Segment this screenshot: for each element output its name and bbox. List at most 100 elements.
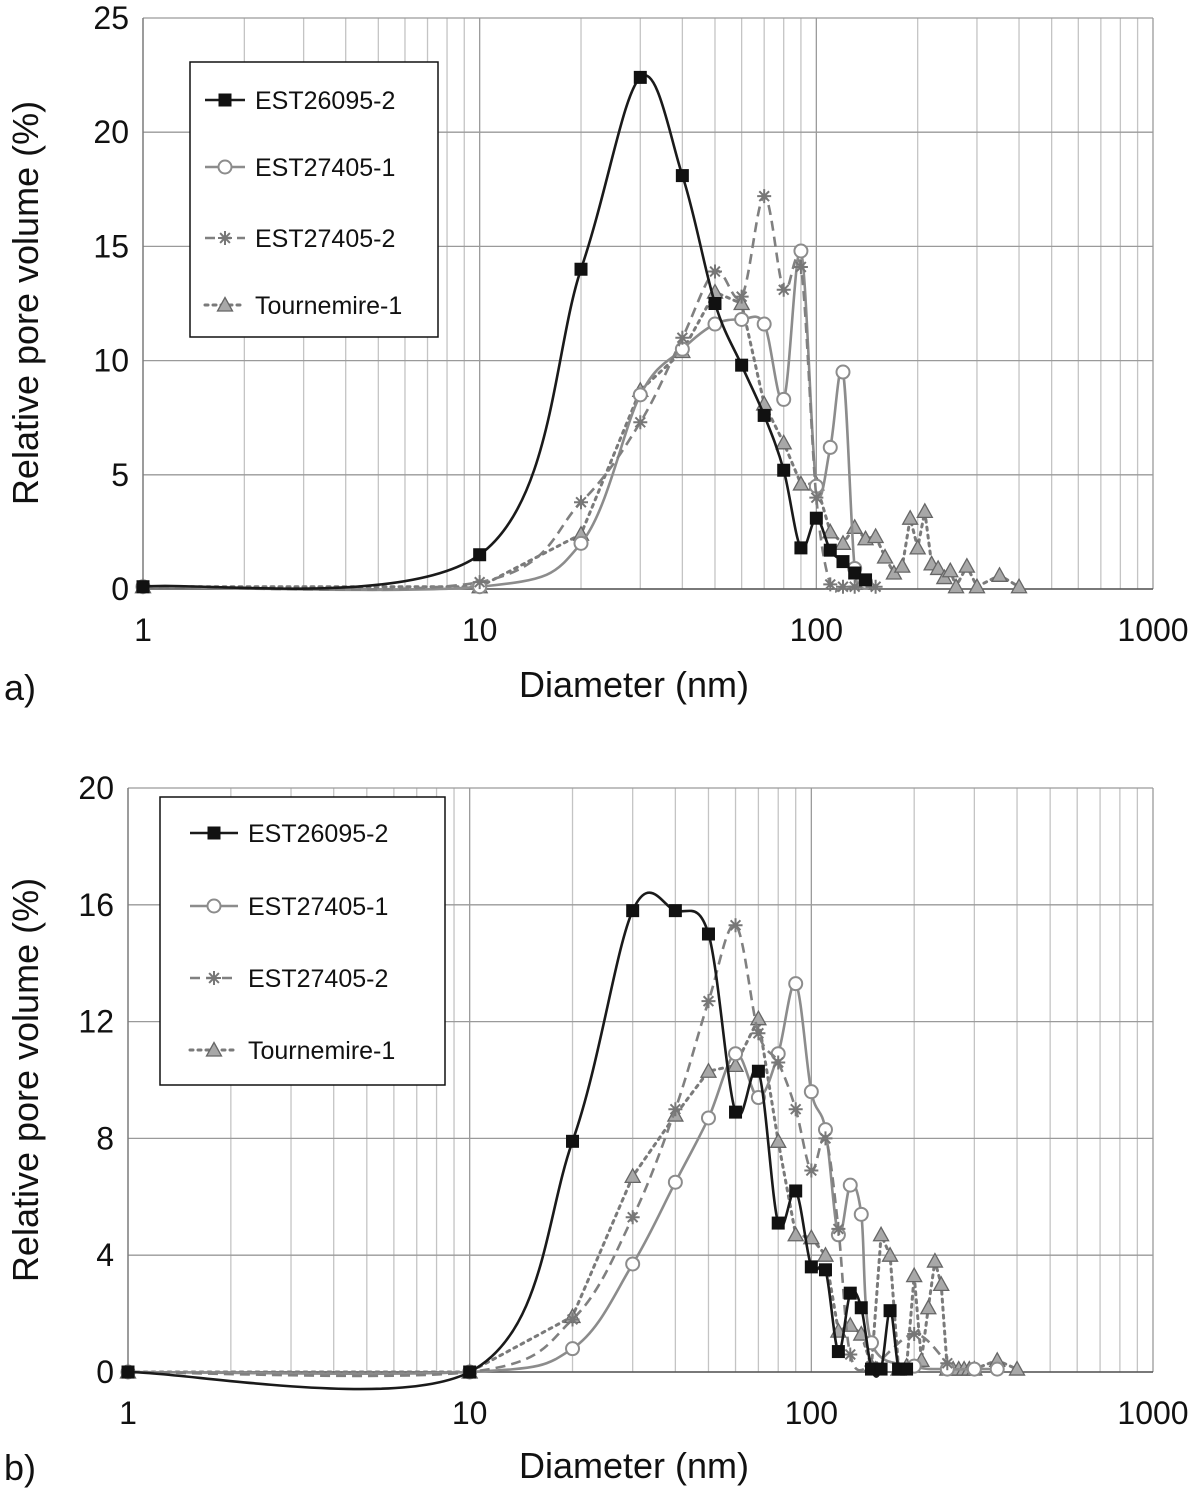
data-point [574, 495, 589, 510]
data-point [776, 282, 791, 297]
data-point [843, 1347, 858, 1362]
data-point [1008, 1360, 1026, 1376]
data-point [818, 1263, 832, 1277]
data-point [728, 918, 743, 933]
legend-b: EST26095-2 EST27405-1 EST27405-2 Tournemire… [159, 796, 446, 1086]
data-point [823, 577, 838, 592]
data-point [804, 1163, 819, 1178]
y-tick-label: 8 [96, 1120, 114, 1156]
data-point [794, 541, 808, 555]
data-point [675, 330, 690, 345]
data-point [822, 439, 838, 455]
data-point [708, 297, 722, 310]
x-tick-label: 1 [134, 612, 152, 648]
data-point [842, 1177, 858, 1193]
legend-label: EST27405-1 [255, 154, 395, 182]
data-point [809, 511, 823, 525]
data-point [463, 1365, 477, 1379]
series-est26095-2 [136, 70, 873, 594]
data-point [700, 1110, 716, 1126]
data-point [771, 1216, 785, 1230]
x-tick-label: 10 [452, 1395, 488, 1431]
data-point [989, 1361, 1005, 1377]
panel-label-a: a) [4, 667, 36, 708]
data-point [632, 387, 648, 403]
data-point [893, 557, 911, 573]
legend-box [159, 796, 446, 1086]
x-tick-label: 100 [785, 1395, 838, 1431]
data-point [940, 1356, 955, 1371]
data-point [874, 1362, 888, 1376]
data-point [867, 527, 885, 544]
x-tick-label: 1 [119, 1395, 137, 1431]
data-point [883, 1304, 897, 1318]
legend-label: EST27405-2 [248, 965, 388, 993]
data-point [787, 1225, 805, 1242]
data-point [121, 1365, 135, 1379]
chart-panel-b: b) Diameter (nm) Relative pore volume (%… [4, 770, 1189, 1488]
data-point [816, 1246, 835, 1262]
y-axis-label-a: Relative pore volume (%) [5, 101, 46, 505]
data-point [751, 1064, 765, 1078]
data-point [804, 1260, 818, 1274]
data-point [756, 316, 772, 332]
series-line [142, 249, 867, 592]
x-tick-label: 1000 [1117, 612, 1188, 648]
data-point [968, 577, 986, 594]
data-point [926, 1252, 944, 1268]
y-tick-label: 25 [93, 0, 129, 36]
data-point [941, 561, 959, 578]
y-tick-label: 16 [78, 887, 114, 923]
data-point [707, 264, 722, 279]
data-point [751, 1026, 766, 1041]
data-point [919, 1298, 937, 1315]
data-point [565, 1341, 581, 1357]
legend-marker [207, 826, 221, 840]
data-point [909, 539, 927, 555]
chart-panel-a: a) Diameter (nm) Relative pore volume (%… [4, 0, 1189, 708]
y-tick-label: 10 [93, 343, 129, 379]
data-point [749, 1009, 768, 1026]
data-point [726, 1056, 745, 1073]
y-tick-label: 20 [93, 114, 129, 150]
y-tick-label: 4 [96, 1237, 114, 1273]
y-tick-label: 0 [111, 571, 129, 607]
data-point [728, 1046, 744, 1062]
data-point [734, 311, 750, 327]
data-point [803, 1084, 819, 1100]
data-point [831, 1221, 846, 1236]
data-point [675, 169, 689, 183]
data-point [769, 1132, 787, 1148]
y-tick-label: 12 [78, 1004, 114, 1040]
legend-marker [206, 898, 222, 914]
data-point [836, 555, 850, 569]
data-point [775, 433, 793, 450]
data-point [701, 927, 715, 941]
x-axis-label-b: Diameter (nm) [519, 1445, 749, 1486]
data-point [793, 259, 808, 274]
data-point [872, 1225, 890, 1242]
series-est26095-2 [121, 891, 914, 1391]
data-point [792, 475, 810, 491]
data-point [834, 534, 852, 550]
data-point [958, 557, 976, 573]
data-point [907, 1327, 922, 1342]
data-point [473, 548, 487, 562]
legend-label: EST26095-2 [255, 87, 395, 115]
data-point [847, 579, 862, 594]
data-point [929, 559, 947, 576]
data-point [735, 358, 749, 372]
data-point [788, 1102, 803, 1117]
data-point [947, 577, 965, 594]
data-point [667, 1174, 683, 1190]
data-point [843, 1286, 857, 1300]
data-point [472, 575, 487, 590]
data-point [625, 1256, 641, 1272]
x-tick-label: 100 [790, 612, 843, 648]
data-point [1010, 577, 1028, 594]
data-point [881, 1246, 899, 1262]
data-point [633, 415, 648, 430]
data-point [626, 904, 640, 918]
data-point [789, 1184, 803, 1198]
